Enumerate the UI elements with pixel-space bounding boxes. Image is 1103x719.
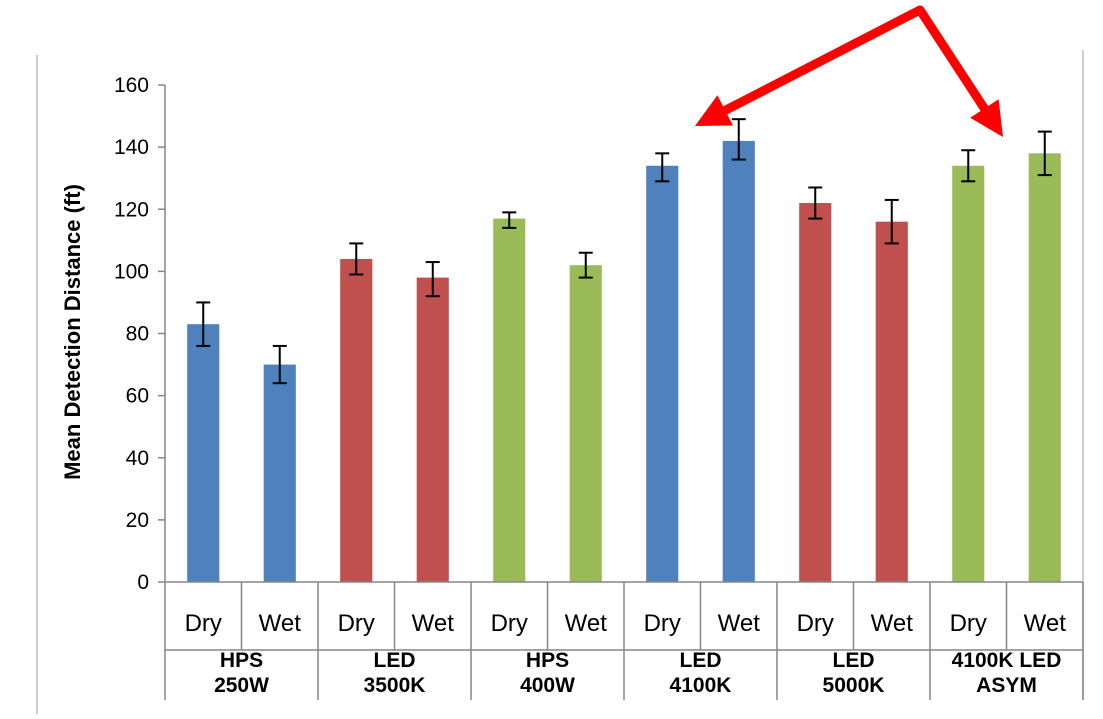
arrow-shaft bbox=[720, 5, 925, 115]
bar bbox=[340, 258, 373, 582]
x-tick-label: Wet bbox=[718, 610, 761, 637]
y-tick-label: 60 bbox=[126, 385, 149, 408]
x-tick-label: Dry bbox=[950, 610, 987, 637]
bar bbox=[799, 203, 832, 582]
arrow-shaft bbox=[915, 5, 989, 114]
group-label: HPS bbox=[220, 649, 263, 672]
group-label: 250W bbox=[214, 674, 269, 697]
arrow-head bbox=[695, 95, 733, 126]
group-label: 3500K bbox=[364, 674, 426, 697]
y-tick-label: 40 bbox=[126, 447, 149, 470]
group-label: LED bbox=[680, 649, 722, 672]
y-tick-label: 140 bbox=[114, 136, 149, 159]
bar bbox=[263, 364, 296, 582]
x-tick-label: Dry bbox=[797, 610, 834, 637]
bar bbox=[722, 140, 755, 582]
y-axis: 0 20 40 60 80 100 120 140 160 bbox=[114, 74, 166, 594]
x-tick-label: Wet bbox=[259, 610, 302, 637]
group-label: LED bbox=[374, 649, 416, 672]
x-tick-label: Wet bbox=[412, 610, 455, 637]
group-label: 5000K bbox=[823, 674, 885, 697]
y-tick-label: 0 bbox=[137, 571, 149, 594]
bar bbox=[1028, 153, 1061, 582]
bar bbox=[187, 324, 220, 582]
x-tick-label: Dry bbox=[338, 610, 375, 637]
group-label: 4100K LED bbox=[952, 649, 1062, 672]
bar bbox=[569, 265, 602, 582]
bar bbox=[416, 277, 449, 582]
y-axis-title: Mean Detection Distance (ft) bbox=[60, 184, 85, 480]
group-label: HPS bbox=[526, 649, 569, 672]
arrow-head bbox=[970, 99, 1003, 137]
y-tick-label: 100 bbox=[114, 260, 149, 283]
bars bbox=[187, 118, 1061, 583]
x-tick-label: Dry bbox=[491, 610, 528, 637]
group-label: 4100K bbox=[670, 674, 732, 697]
y-tick-label: 20 bbox=[126, 509, 149, 532]
x-tick-label: Wet bbox=[871, 610, 914, 637]
y-tick-label: 80 bbox=[126, 323, 149, 346]
bar bbox=[646, 165, 679, 582]
bar bbox=[875, 221, 908, 583]
group-label: LED bbox=[833, 649, 875, 672]
y-tick-label: 120 bbox=[114, 198, 149, 221]
x-tick-label: Wet bbox=[1024, 610, 1067, 637]
group-label: 400W bbox=[520, 674, 575, 697]
annotation-arrows bbox=[695, 5, 1003, 137]
group-label: ASYM bbox=[976, 674, 1037, 697]
x-tick-label: Wet bbox=[565, 610, 608, 637]
y-tick-label: 160 bbox=[114, 74, 149, 97]
bar bbox=[952, 165, 985, 582]
x-tick-label: Dry bbox=[644, 610, 681, 637]
bar bbox=[493, 218, 526, 582]
x-tick-label: Dry bbox=[185, 610, 222, 637]
